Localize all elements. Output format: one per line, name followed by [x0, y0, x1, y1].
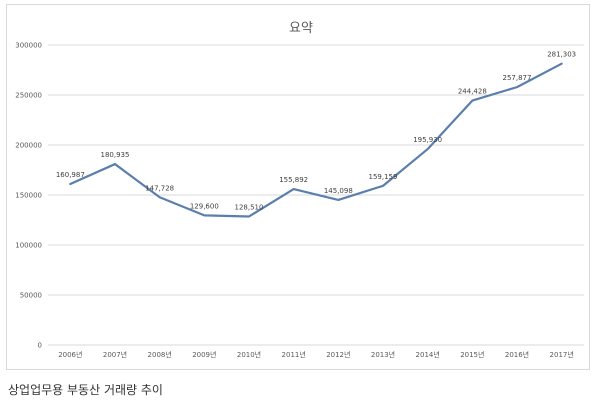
data-label: 281,303 — [547, 51, 576, 59]
y-tick-label: 150000 — [15, 192, 42, 200]
data-label: 147,728 — [145, 184, 174, 192]
line-chart: 요약 0 50000 100000 150000 200000 250000 300000 2… — [15, 21, 584, 359]
x-tick-label: 2007년 — [103, 350, 127, 359]
data-point — [293, 188, 295, 190]
data-point — [248, 215, 250, 217]
data-point — [427, 148, 429, 150]
data-point — [159, 196, 161, 198]
data-point — [203, 214, 205, 216]
chart-title: 요약 — [289, 21, 313, 36]
y-tick-label: 50000 — [20, 292, 42, 300]
x-tick-label: 2010년 — [237, 350, 261, 359]
x-tick-label: 2008년 — [148, 350, 172, 359]
x-tick-label: 2012년 — [326, 350, 350, 359]
data-label: 257,877 — [503, 74, 532, 82]
data-label: 160,987 — [56, 171, 85, 179]
data-point — [516, 86, 518, 88]
y-tick-label: 0 — [38, 342, 42, 350]
data-label: 195,930 — [413, 136, 442, 144]
y-tick-label: 250000 — [15, 92, 42, 100]
x-tick-label: 2014년 — [416, 350, 440, 359]
data-label: 180,935 — [101, 151, 130, 159]
data-point — [561, 63, 563, 65]
y-tick-label: 100000 — [15, 242, 42, 250]
y-tick-label: 300000 — [15, 42, 42, 50]
data-point — [69, 183, 71, 185]
x-tick-label: 2011년 — [282, 350, 306, 359]
series-line — [69, 62, 563, 218]
caption: 상업업무용 부동산 거래량 추이 — [8, 383, 163, 397]
data-point — [114, 163, 116, 165]
data-point — [337, 199, 339, 201]
data-label: 145,098 — [324, 187, 353, 195]
x-tick-label: 2017년 — [550, 350, 574, 359]
data-label: 128,510 — [235, 203, 264, 211]
x-tick-label: 2009년 — [192, 350, 216, 359]
data-label: 129,600 — [190, 202, 219, 210]
x-tick-label: 2015년 — [460, 350, 484, 359]
data-label: 244,428 — [458, 88, 487, 96]
chart-frame: 요약 0 50000 100000 150000 200000 250000 300000 2… — [6, 4, 590, 370]
x-tick-label: 2016년 — [505, 350, 529, 359]
y-tick-label: 200000 — [15, 142, 42, 150]
x-tick-label: 2006년 — [58, 350, 82, 359]
data-point — [471, 100, 473, 102]
data-point — [382, 185, 384, 187]
x-tick-label: 2013년 — [371, 350, 395, 359]
data-label: 155,892 — [279, 176, 308, 184]
data-label: 159,159 — [369, 173, 398, 181]
